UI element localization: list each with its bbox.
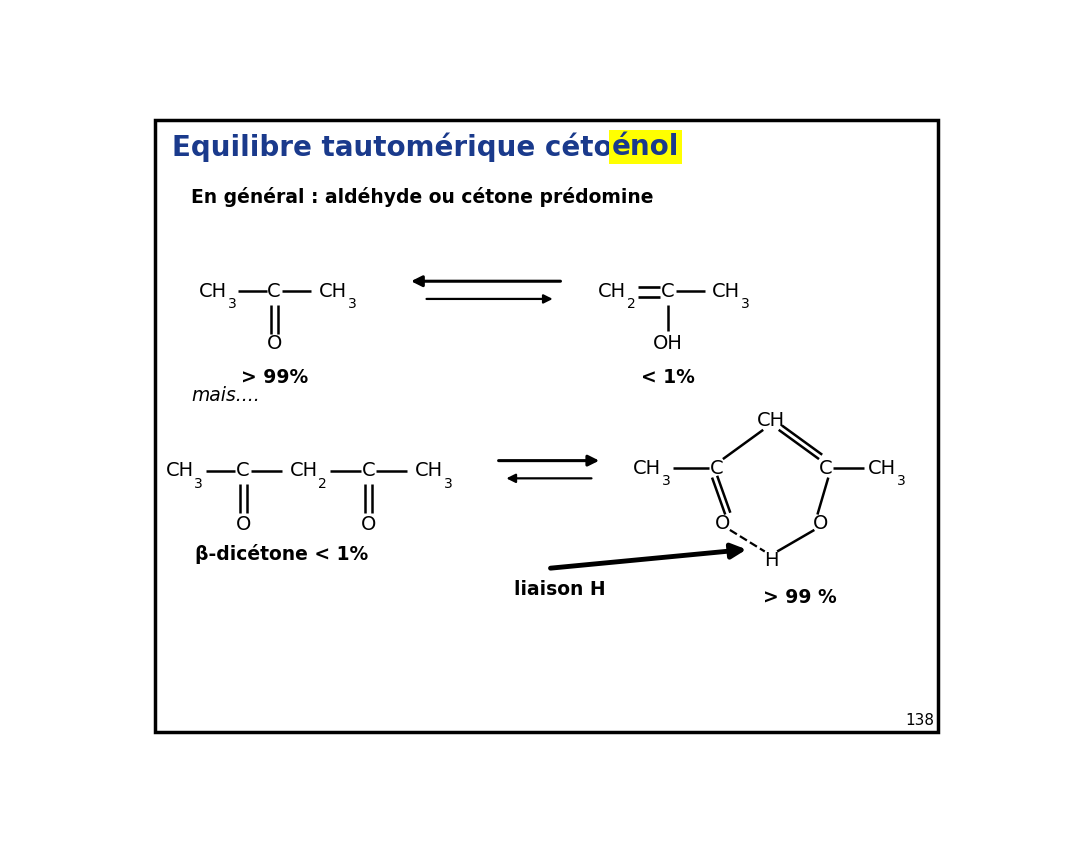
Text: C: C — [710, 459, 723, 477]
Text: 3: 3 — [661, 474, 671, 488]
Text: liaison H: liaison H — [513, 580, 605, 599]
Text: CH: CH — [757, 411, 785, 430]
Text: En général : aldéhyde ou cétone prédomine: En général : aldéhyde ou cétone prédomin… — [192, 187, 654, 206]
Text: C: C — [267, 282, 281, 301]
Text: CH: CH — [166, 461, 194, 480]
Text: 3: 3 — [444, 477, 453, 491]
Text: 3: 3 — [348, 297, 357, 312]
Text: O: O — [813, 514, 829, 533]
Text: 3: 3 — [228, 297, 236, 312]
Text: H: H — [764, 552, 779, 570]
Text: 3: 3 — [741, 297, 750, 312]
Text: mais....: mais.... — [192, 386, 260, 405]
Text: CH: CH — [633, 459, 661, 477]
Text: 2: 2 — [627, 297, 636, 312]
Text: C: C — [818, 459, 832, 477]
Text: O: O — [235, 515, 251, 534]
Text: C: C — [236, 461, 250, 480]
Text: C: C — [362, 461, 376, 480]
Text: énol: énol — [612, 133, 679, 161]
Text: β-dicétone < 1%: β-dicétone < 1% — [195, 544, 368, 564]
Text: CH: CH — [712, 282, 740, 301]
Text: O: O — [361, 515, 376, 534]
Text: OH: OH — [653, 334, 683, 353]
Text: 3: 3 — [897, 474, 905, 488]
Text: > 99%: > 99% — [241, 368, 308, 387]
Text: CH: CH — [199, 282, 227, 301]
Text: CH: CH — [868, 459, 896, 477]
Text: CH: CH — [320, 282, 347, 301]
Text: Equilibre tautomérique céto-: Equilibre tautomérique céto- — [171, 132, 624, 162]
Text: CH: CH — [290, 461, 317, 480]
Text: < 1%: < 1% — [641, 368, 694, 387]
Text: 2: 2 — [318, 477, 327, 491]
Text: CH: CH — [599, 282, 626, 301]
Text: 138: 138 — [905, 712, 934, 727]
Text: CH: CH — [415, 461, 443, 480]
Text: 3: 3 — [194, 477, 203, 491]
Text: O: O — [266, 334, 282, 353]
FancyBboxPatch shape — [154, 120, 937, 733]
Text: O: O — [715, 514, 730, 533]
Text: C: C — [661, 282, 675, 301]
Text: > 99 %: > 99 % — [763, 589, 836, 607]
